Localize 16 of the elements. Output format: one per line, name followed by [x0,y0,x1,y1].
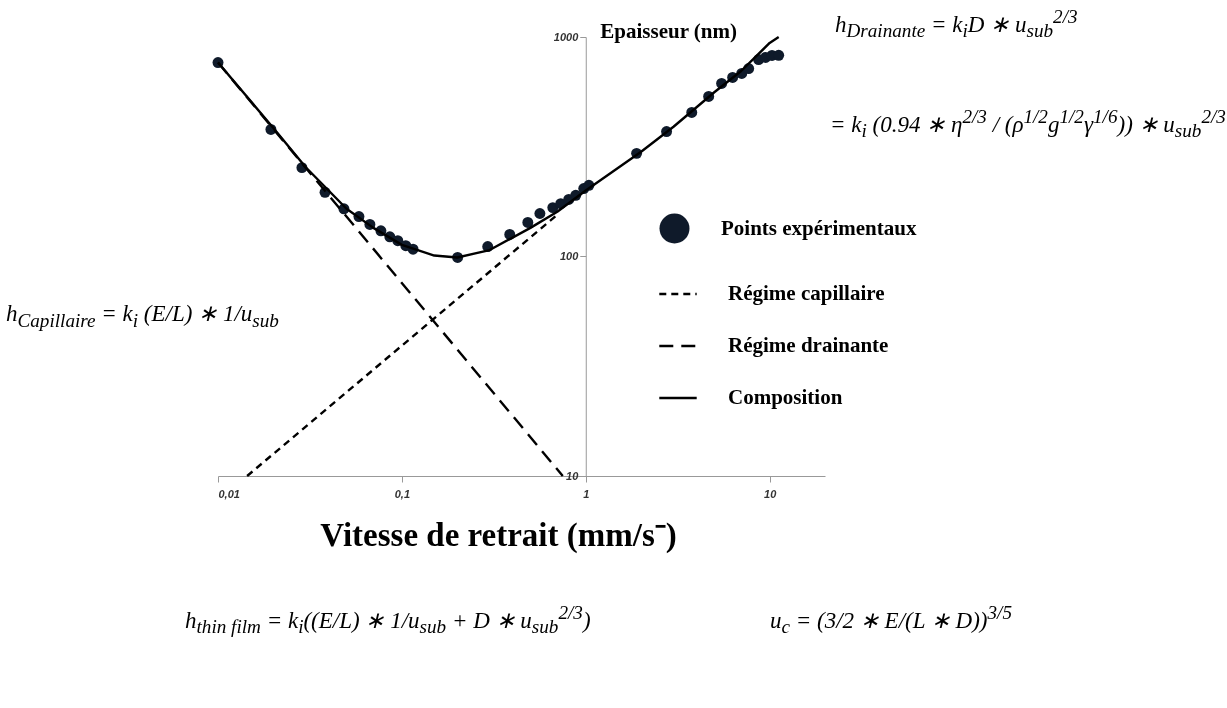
y-axis-title: Epaisseur (nm) [600,18,737,43]
x-tick-label: 0,01 [218,487,240,500]
x-axis-title: Vitesse de retrait (mm/s⁻) [320,516,677,554]
x-tick-label: 10 [764,487,778,500]
text: u$_{c}$ = (3/2 ∗ E/(L ∗ D))$^{3/5}$ [770,602,1012,639]
legend-label: Régime drainante [728,333,889,357]
y-tick-label: 10 [566,469,580,482]
x-tick-label: 0,1 [394,487,411,500]
y-tick-label: 100 [559,250,580,262]
text: h$_{thin film}$ = k$_{i}$((E/L) ∗ 1/u$_{sub}$ + D ∗ u$_{sub}$$^{2/3}$) [185,602,591,638]
legend-label: Régime capillaire [728,281,885,305]
y-tick-label: 1000 [553,30,580,43]
legend-label: Points expérimentaux [721,215,917,240]
x-tick-label: 1 [583,487,590,500]
annotation: h$_{Capillaire}$ = k$_{i}$ (E/L) ∗ 1/u$_{sub}$ [6,300,279,332]
legend-label: Composition [728,385,843,409]
